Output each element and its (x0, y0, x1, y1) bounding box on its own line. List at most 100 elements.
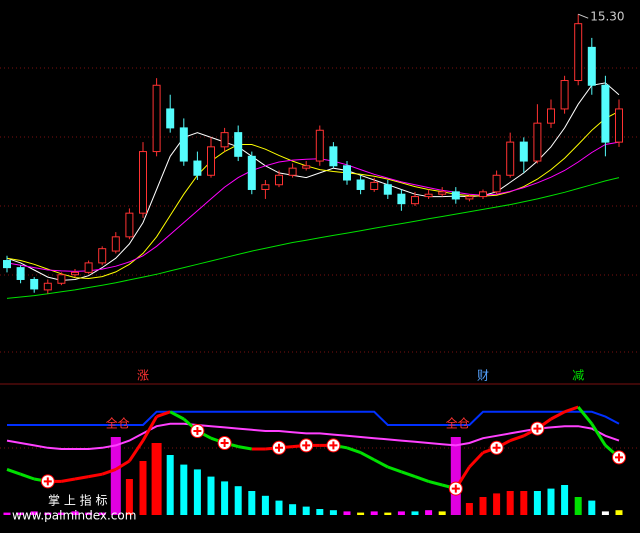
histogram-bar (384, 512, 392, 515)
trend-segment (468, 451, 485, 469)
high-pointer (578, 13, 589, 19)
plus-signal (533, 424, 542, 433)
signal-label: 减 (572, 369, 584, 383)
histogram-bar (125, 479, 133, 515)
trend-segment (169, 410, 185, 421)
candle-body (519, 141, 528, 162)
trend-segment (387, 465, 402, 474)
histogram-bar (166, 455, 174, 515)
trend-segment (564, 405, 579, 414)
candle-body (193, 160, 202, 176)
histogram-bar (17, 512, 25, 515)
candle-body (139, 151, 147, 214)
histogram-bar (329, 510, 337, 515)
histogram-bar (520, 491, 528, 515)
trend-segment (414, 475, 430, 483)
plus-signal (492, 443, 501, 452)
candle-body (356, 179, 365, 190)
histogram-bar (479, 497, 487, 515)
trend-segment (346, 446, 362, 455)
plus-signal (302, 441, 311, 450)
trend-segment (428, 479, 443, 487)
candle-body (125, 212, 134, 238)
candle-body (288, 167, 297, 176)
histogram-bar (71, 511, 79, 515)
moving-average (6, 177, 620, 299)
histogram-bar (601, 511, 609, 515)
histogram-bar (533, 491, 541, 515)
histogram-bar (370, 511, 378, 515)
candle-body (98, 248, 107, 264)
moving-average (6, 82, 620, 281)
trend-segment (237, 445, 253, 451)
histogram-bar (289, 504, 297, 515)
plus-signal (220, 439, 229, 447)
candle-body (397, 193, 406, 205)
candle-body (370, 181, 379, 190)
trend-segment (156, 410, 171, 419)
signal-label: 涨 (137, 368, 149, 383)
candle-body (57, 274, 66, 284)
candle-body (329, 146, 338, 167)
candle-body (43, 282, 52, 291)
candle-body (247, 155, 256, 190)
candle-body (438, 191, 447, 195)
candle-body (152, 84, 161, 153)
candle-body (492, 174, 501, 193)
candle-body (315, 129, 324, 162)
histogram-bar (221, 481, 229, 515)
candle-body (16, 267, 25, 280)
candle-body (275, 174, 283, 186)
plus-signal (193, 427, 202, 435)
trend-segment (115, 459, 131, 471)
histogram-bar (98, 512, 106, 515)
trend-segment (128, 439, 145, 462)
full-position-label: 全仓 (106, 416, 130, 431)
histogram-bar (574, 497, 582, 515)
watermark: www.palmindex.com (12, 509, 136, 523)
plus-signal (43, 477, 52, 486)
histogram-bar (57, 512, 65, 515)
histogram-bar (44, 512, 52, 515)
histogram-bar (110, 437, 121, 515)
candle-body (547, 108, 555, 124)
histogram-bar (139, 461, 147, 515)
histogram-bar (275, 500, 283, 515)
candle-body (207, 146, 215, 176)
trend-segment (101, 467, 117, 476)
histogram-bar (561, 485, 569, 515)
indicator-line (7, 410, 620, 426)
candle-body (84, 262, 93, 273)
trend-segment (509, 434, 525, 443)
histogram-bar (411, 511, 419, 515)
trend-segment (359, 451, 375, 462)
moving-average (6, 141, 620, 272)
candle-body (234, 132, 243, 157)
histogram-bar (207, 476, 215, 515)
candle-body (506, 141, 515, 176)
histogram-bar (180, 464, 188, 515)
trend-segment (6, 467, 22, 476)
histogram-bar (193, 469, 201, 515)
trend-segment (590, 423, 607, 447)
histogram-bar (438, 511, 446, 515)
histogram-bar (30, 511, 38, 515)
indicator-label: 掌 上 指 标 (48, 493, 107, 508)
histogram-bar (465, 503, 473, 515)
candle-body (479, 191, 487, 198)
candle-body (111, 236, 120, 252)
trend-segment (400, 470, 416, 479)
histogram-bar (450, 437, 461, 515)
histogram-bar (248, 491, 256, 515)
candle-body (3, 260, 11, 269)
plus-signal (275, 443, 283, 452)
plus-signal (329, 441, 338, 450)
full-position-label: 全仓 (446, 416, 470, 431)
candle-body (220, 132, 229, 148)
candle-body (424, 193, 433, 198)
candle-body (560, 80, 569, 110)
histogram-bar (85, 512, 93, 515)
histogram-bar (397, 511, 405, 515)
histogram-bar (316, 509, 324, 515)
